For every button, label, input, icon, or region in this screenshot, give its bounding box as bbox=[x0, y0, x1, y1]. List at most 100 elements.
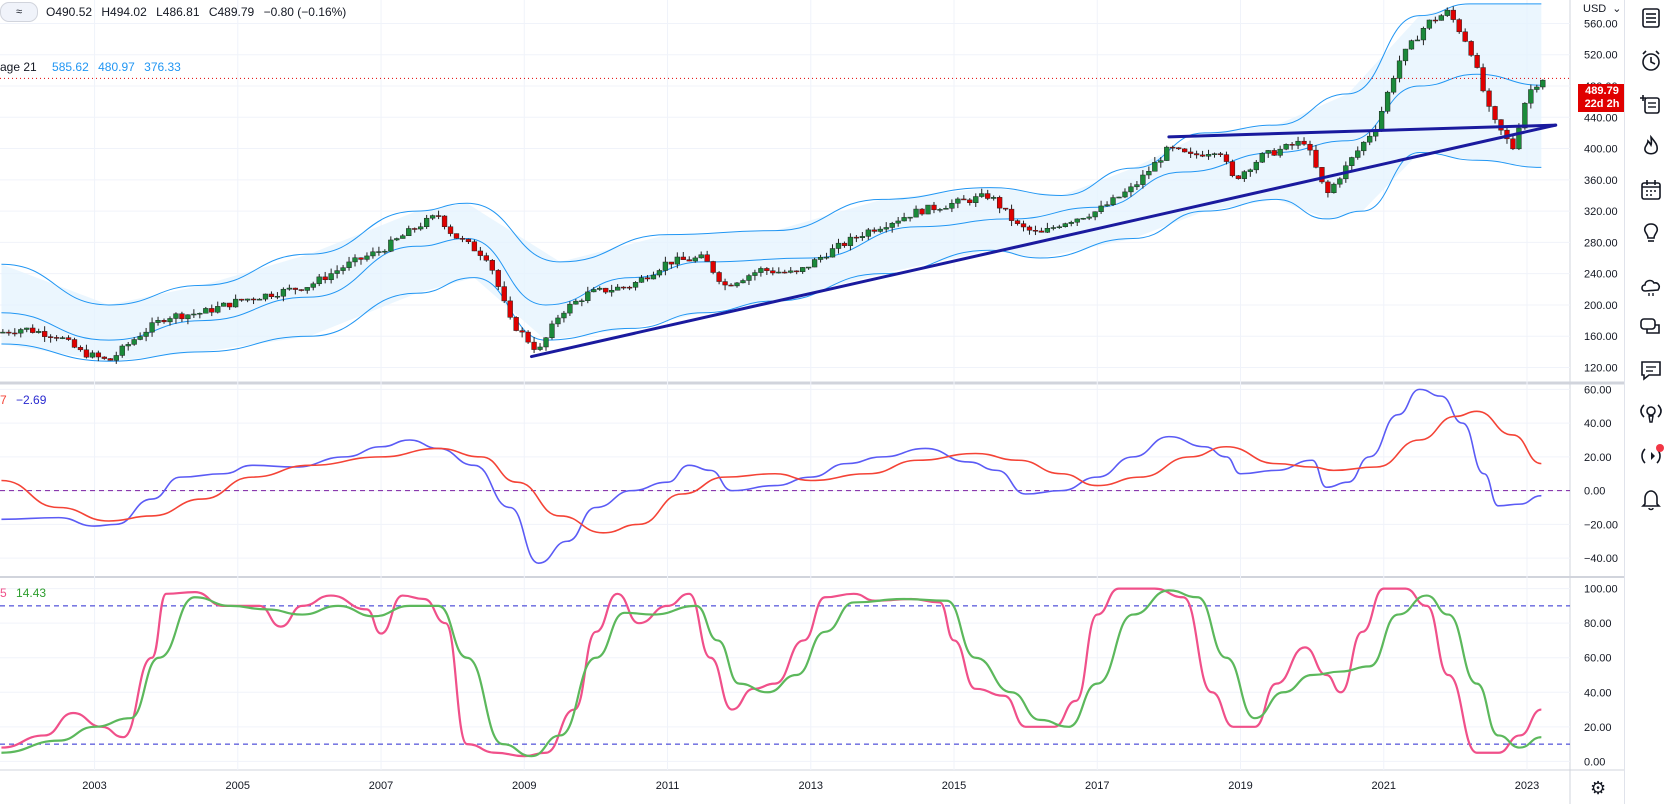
candle bbox=[1074, 218, 1080, 226]
ideas-bulb-icon[interactable] bbox=[1637, 219, 1665, 247]
stoch-legend: 5 14.43 bbox=[0, 586, 52, 600]
signal-icon[interactable] bbox=[1637, 442, 1665, 470]
candle bbox=[764, 267, 770, 275]
candle bbox=[286, 284, 293, 291]
alert-clock-icon[interactable] bbox=[1637, 47, 1665, 75]
candle-body bbox=[89, 352, 96, 358]
candle-body bbox=[0, 331, 6, 334]
chat-cloud-icon[interactable] bbox=[1637, 272, 1665, 300]
candle bbox=[1217, 151, 1224, 158]
high-value: H494.02 bbox=[101, 5, 147, 19]
candle bbox=[322, 271, 328, 284]
bollinger-lower-line bbox=[1, 151, 1542, 362]
candle bbox=[1152, 156, 1158, 172]
comment-icon[interactable] bbox=[1637, 356, 1665, 384]
candle bbox=[137, 332, 143, 341]
candle bbox=[877, 226, 883, 233]
candle bbox=[1193, 150, 1200, 159]
candle-body bbox=[185, 314, 191, 320]
y-tick-label: 280.00 bbox=[1584, 237, 1618, 249]
candle bbox=[77, 345, 84, 352]
candle-body bbox=[1164, 146, 1170, 161]
chevron-down-icon: ⌄ bbox=[1612, 3, 1622, 15]
candle bbox=[1468, 40, 1474, 57]
candle-body bbox=[1074, 218, 1080, 223]
candle bbox=[632, 281, 639, 291]
candle bbox=[776, 267, 782, 274]
candle-body bbox=[1450, 9, 1456, 20]
right-toolbar bbox=[1624, 0, 1677, 804]
candle bbox=[638, 275, 645, 283]
chats-icon[interactable] bbox=[1637, 313, 1665, 341]
candle bbox=[931, 201, 937, 214]
x-tick-label: 2015 bbox=[942, 780, 966, 792]
candle-body bbox=[65, 337, 72, 340]
candle-body bbox=[1193, 153, 1200, 156]
candle-body bbox=[1182, 148, 1188, 153]
candle bbox=[167, 316, 173, 326]
candle bbox=[650, 271, 657, 280]
currency-selector[interactable]: USD ⌄ bbox=[1583, 2, 1627, 15]
streams-icon[interactable] bbox=[1637, 399, 1665, 427]
candle bbox=[1349, 156, 1355, 171]
candle bbox=[489, 259, 495, 275]
candle-body bbox=[1456, 19, 1462, 33]
y-tick-label: 520.00 bbox=[1584, 50, 1618, 62]
calendar-icon[interactable] bbox=[1637, 176, 1665, 204]
watchlist-icon[interactable] bbox=[1637, 4, 1665, 32]
candle bbox=[1313, 145, 1319, 169]
candle bbox=[895, 217, 901, 227]
y-tick-label: 0.00 bbox=[1584, 486, 1605, 498]
candle-body bbox=[322, 276, 328, 281]
candle-body bbox=[740, 280, 746, 284]
candle-body bbox=[1104, 204, 1110, 207]
bollinger-upper-line bbox=[1, 3, 1542, 306]
candle-body bbox=[1402, 48, 1409, 62]
candle bbox=[716, 271, 722, 285]
candle-body bbox=[441, 215, 448, 227]
candle-body bbox=[853, 236, 860, 239]
candle-body bbox=[155, 320, 161, 323]
candle bbox=[609, 284, 615, 297]
candle bbox=[328, 268, 334, 284]
settings-gear-icon[interactable]: ⚙ bbox=[1590, 778, 1607, 798]
candle-body bbox=[985, 193, 991, 199]
candle-body bbox=[59, 337, 66, 339]
candle bbox=[107, 358, 113, 361]
candle bbox=[835, 238, 842, 254]
candle-body bbox=[1008, 208, 1015, 221]
candle bbox=[859, 232, 866, 241]
bollinger-mid-value: 480.97 bbox=[98, 60, 135, 74]
hotlist-fire-icon[interactable] bbox=[1637, 133, 1665, 161]
bollinger-legend: age 21 585.62 480.97 376.33 bbox=[0, 60, 187, 74]
candle bbox=[310, 281, 316, 291]
candle bbox=[973, 193, 979, 207]
candle-body bbox=[1510, 138, 1516, 150]
candle bbox=[203, 306, 209, 314]
candle-body bbox=[1319, 167, 1325, 183]
candle bbox=[979, 188, 985, 198]
candle-body bbox=[1420, 28, 1427, 41]
candle bbox=[1146, 166, 1152, 179]
candle-body bbox=[656, 270, 663, 276]
bollinger-middle-line bbox=[1, 73, 1542, 341]
candle-body bbox=[883, 227, 889, 230]
candle-body bbox=[358, 257, 364, 260]
candle-body bbox=[537, 346, 543, 350]
compare-toggle-button[interactable]: ≈ bbox=[0, 2, 38, 22]
candle bbox=[1164, 145, 1170, 161]
notification-bell-icon[interactable] bbox=[1637, 485, 1665, 513]
candle bbox=[1265, 149, 1271, 158]
candle bbox=[238, 298, 245, 302]
add-list-icon[interactable] bbox=[1637, 90, 1665, 118]
candle bbox=[901, 212, 907, 222]
candle bbox=[1462, 28, 1468, 43]
candle-body bbox=[1110, 197, 1116, 205]
x-tick-label: 2003 bbox=[82, 780, 106, 792]
candle bbox=[1384, 90, 1391, 114]
candle bbox=[704, 250, 710, 262]
candle bbox=[119, 344, 125, 358]
candle-body bbox=[1277, 148, 1283, 156]
candle-body bbox=[996, 197, 1003, 209]
